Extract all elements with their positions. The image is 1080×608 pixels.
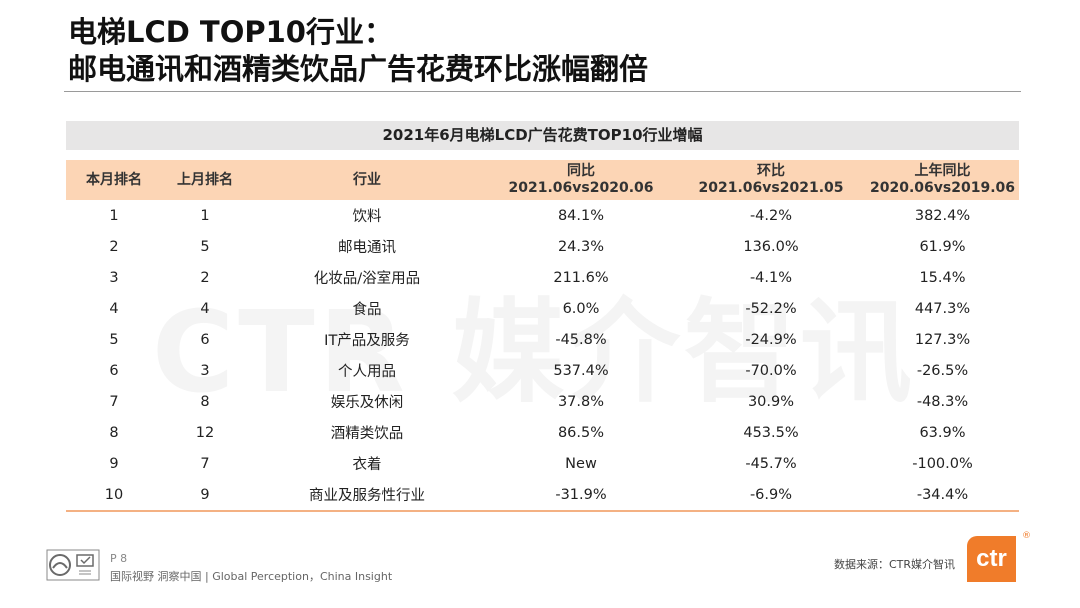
cell-rank: 10 xyxy=(66,479,162,512)
cell-last-rank: 7 xyxy=(200,455,210,472)
cell-prev-yoy: 447.3% xyxy=(914,300,971,317)
header-yoy: 同比 2021.06vs2020.06 xyxy=(486,160,676,200)
slide-title-line2: 邮电通讯和酒精类饮品广告花费环比涨幅翻倍 xyxy=(68,52,649,86)
title-divider xyxy=(64,91,1021,92)
table-row: 2 5 邮电通讯 24.3% 136.0% 61.9% xyxy=(66,231,1019,262)
table-row: 1 1 饮料 84.1% -4.2% 382.4% xyxy=(66,200,1019,231)
cell-yoy: New xyxy=(565,455,597,472)
cell-last-rank: 5 xyxy=(200,238,210,255)
cell-rank: 7 xyxy=(109,393,119,410)
cell-last-rank: 12 xyxy=(195,424,215,441)
table-row: 7 8 娱乐及休闲 37.8% 30.9% -48.3% xyxy=(66,386,1019,417)
cell-prev-yoy: -100.0% xyxy=(912,455,973,472)
header-rank-this: 本月排名 xyxy=(66,160,162,200)
cell-industry: 饮料 xyxy=(352,209,382,225)
cell-prev-yoy: -34.4% xyxy=(866,479,1019,512)
slide-title: 电梯LCD TOP10行业： 邮电通讯和酒精类饮品广告花费环比涨幅翻倍 xyxy=(68,14,648,88)
cell-last-rank: 9 xyxy=(162,479,248,512)
cell-yoy: 24.3% xyxy=(557,238,605,255)
cell-rank: 8 xyxy=(109,424,119,441)
cell-industry: IT产品及服务 xyxy=(324,333,410,349)
cell-industry: 娱乐及休闲 xyxy=(330,395,404,411)
cell-yoy: 86.5% xyxy=(557,424,605,441)
industry-table: 本月排名 上月排名 行业 同比 2021.06vs2020.06 环比 2021… xyxy=(66,160,1019,512)
cell-rank: 1 xyxy=(109,207,119,224)
header-prev-yoy: 上年同比 2020.06vs2019.06 xyxy=(866,160,1019,200)
cell-last-rank: 4 xyxy=(200,300,210,317)
cell-industry: 酒精类饮品 xyxy=(330,426,404,442)
header-industry: 行业 xyxy=(248,160,486,200)
slide-title-line1: 电梯LCD TOP10行业： xyxy=(68,15,393,49)
cell-industry: 商业及服务性行业 xyxy=(248,479,486,512)
table-row: 9 7 衣着 New -45.7% -100.0% xyxy=(66,448,1019,479)
cell-mom: -4.2% xyxy=(749,207,793,224)
cell-rank: 3 xyxy=(109,269,119,286)
cell-yoy: 84.1% xyxy=(557,207,605,224)
table-row: 5 6 IT产品及服务 -45.8% -24.9% 127.3% xyxy=(66,324,1019,355)
cell-mom: -52.2% xyxy=(745,300,797,317)
cell-yoy: 37.8% xyxy=(557,393,605,410)
cell-rank: 5 xyxy=(109,331,119,348)
cell-prev-yoy: 15.4% xyxy=(919,269,966,286)
ctr-logo: ctr xyxy=(967,536,1016,582)
cell-mom: -70.0% xyxy=(745,362,797,379)
cell-mom: -45.7% xyxy=(745,455,797,472)
cell-rank: 9 xyxy=(109,455,119,472)
table-row: 6 3 个人用品 537.4% -70.0% -26.5% xyxy=(66,355,1019,386)
cell-prev-yoy: 127.3% xyxy=(914,331,971,348)
cell-rank: 4 xyxy=(109,300,119,317)
cell-mom: -24.9% xyxy=(745,331,797,348)
cell-yoy: -31.9% xyxy=(486,479,676,512)
cell-mom: -4.1% xyxy=(749,269,793,286)
cell-prev-yoy: -26.5% xyxy=(916,362,969,379)
certification-badge-icon xyxy=(46,549,100,581)
cell-rank: 2 xyxy=(109,238,119,255)
table-row: 4 4 食品 6.0% -52.2% 447.3% xyxy=(66,293,1019,324)
cell-yoy: -45.8% xyxy=(555,331,607,348)
header-rank-last: 上月排名 xyxy=(162,160,248,200)
cell-last-rank: 6 xyxy=(200,331,210,348)
cell-prev-yoy: 382.4% xyxy=(914,207,971,224)
table-header-row: 本月排名 上月排名 行业 同比 2021.06vs2020.06 环比 2021… xyxy=(66,160,1019,200)
cell-last-rank: 1 xyxy=(200,207,210,224)
cell-industry: 化妆品/浴室用品 xyxy=(313,271,421,287)
cell-industry: 邮电通讯 xyxy=(338,240,396,256)
cell-rank: 6 xyxy=(109,362,119,379)
cell-industry: 食品 xyxy=(352,302,382,318)
footer-slogan: 国际视野 洞察中国 | Global Perception，China Insi… xyxy=(110,570,393,583)
cell-yoy: 6.0% xyxy=(562,300,600,317)
registered-mark-icon: ® xyxy=(1022,531,1031,541)
cell-prev-yoy: 63.9% xyxy=(919,424,966,441)
table-row: 10 9 商业及服务性行业 -31.9% -6.9% -34.4% xyxy=(66,479,1019,512)
cell-yoy: 537.4% xyxy=(553,362,609,379)
cell-prev-yoy: 61.9% xyxy=(919,238,966,255)
cell-last-rank: 3 xyxy=(200,362,210,379)
cell-yoy: 211.6% xyxy=(553,269,609,286)
data-source: 数据来源：CTR媒介智讯 xyxy=(834,558,956,571)
cell-prev-yoy: -48.3% xyxy=(916,393,969,410)
table-row: 8 12 酒精类饮品 86.5% 453.5% 63.9% xyxy=(66,417,1019,448)
cell-industry: 个人用品 xyxy=(338,364,396,380)
header-mom: 环比 2021.06vs2021.05 xyxy=(676,160,866,200)
cell-mom: 453.5% xyxy=(743,424,799,441)
cell-mom: 136.0% xyxy=(743,238,799,255)
cell-last-rank: 8 xyxy=(200,393,210,410)
table-caption: 2021年6月电梯LCD广告花费TOP10行业增幅 xyxy=(66,121,1019,150)
cell-mom: 30.9% xyxy=(747,393,795,410)
cell-industry: 衣着 xyxy=(352,457,382,473)
cell-mom: -6.9% xyxy=(676,479,866,512)
industry-table-container: 2021年6月电梯LCD广告花费TOP10行业增幅 本月排名 上月排名 行业 同… xyxy=(66,121,1019,512)
page-number: P 8 xyxy=(110,552,128,565)
table-row: 3 2 化妆品/浴室用品 211.6% -4.1% 15.4% xyxy=(66,262,1019,293)
cell-last-rank: 2 xyxy=(200,269,210,286)
